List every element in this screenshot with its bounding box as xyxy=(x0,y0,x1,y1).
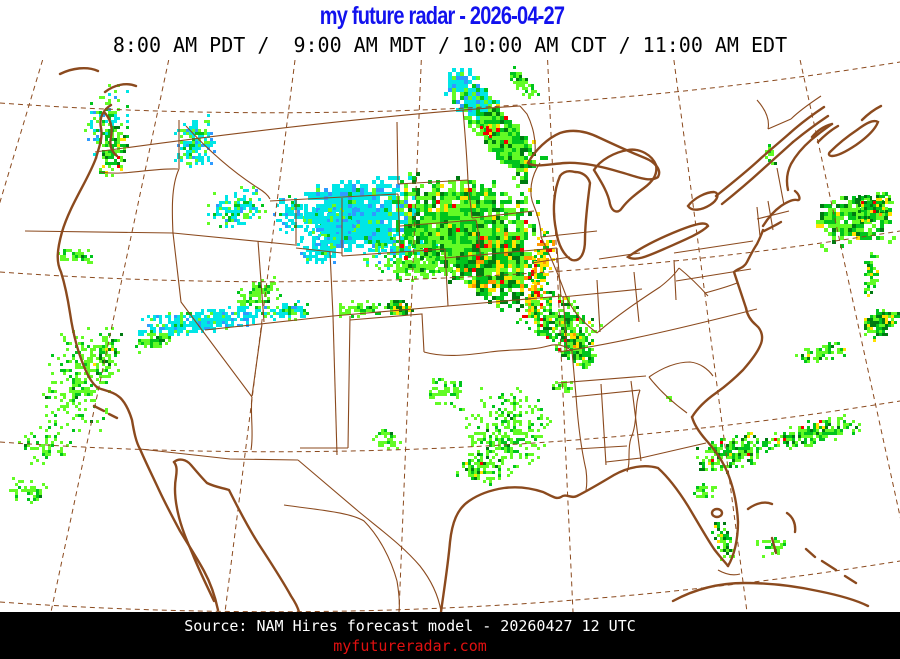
valid-times-caption: 8:00 AM PDT / 9:00 AM MDT / 10:00 AM CDT… xyxy=(112,33,788,57)
precipitation-layer xyxy=(9,66,900,561)
graticule-grid xyxy=(0,60,900,612)
coastlines xyxy=(56,66,883,612)
footer-source-text: Source: NAM Hires forecast model - 20260… xyxy=(184,617,636,635)
footer-website-link[interactable]: myfutureradar.com xyxy=(333,637,487,655)
footer-bar: Source: NAM Hires forecast model - 20260… xyxy=(0,612,900,659)
page-title: my future radar - 2026-04-27 xyxy=(319,2,565,30)
state-borders xyxy=(24,95,822,612)
